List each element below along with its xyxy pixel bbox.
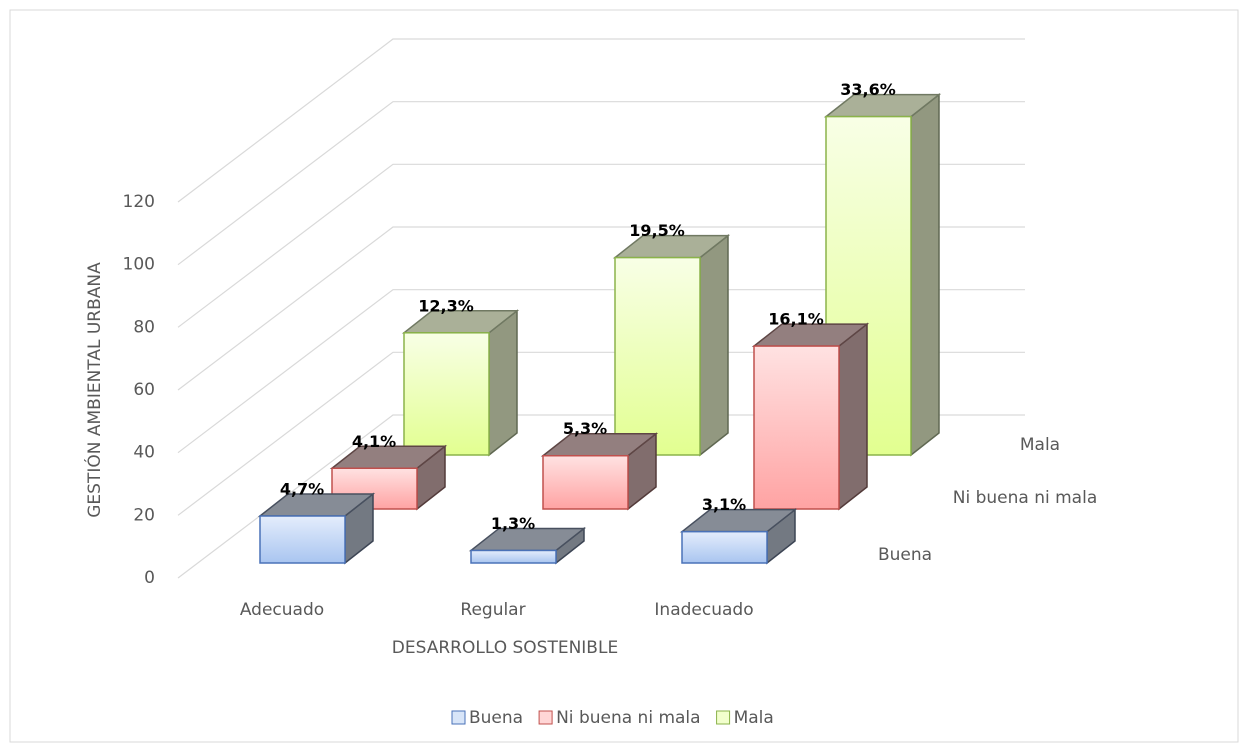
depth-label: Ni buena ni mala bbox=[953, 488, 1097, 508]
legend-swatch bbox=[451, 710, 466, 725]
legend-swatch bbox=[716, 710, 731, 725]
grid-line bbox=[177, 226, 1025, 391]
y-tick-label: 60 bbox=[133, 380, 155, 400]
depth-label: Mala bbox=[1020, 435, 1060, 455]
data-label: 5,3% bbox=[563, 419, 607, 438]
y-tick-label: 80 bbox=[133, 317, 155, 337]
grid-line bbox=[177, 38, 1025, 203]
bar bbox=[403, 332, 490, 456]
x-axis-title: DESARROLLO SOSTENIBLE bbox=[392, 638, 618, 658]
x-tick-label: Regular bbox=[460, 600, 525, 620]
data-label: 16,1% bbox=[768, 310, 824, 329]
data-label: 33,6% bbox=[840, 80, 896, 99]
x-tick-label: Adecuado bbox=[240, 600, 324, 620]
data-label: 4,7% bbox=[280, 480, 324, 499]
grid-line bbox=[177, 289, 1025, 454]
bar bbox=[681, 530, 768, 564]
data-label: 19,5% bbox=[629, 221, 685, 240]
bar bbox=[614, 256, 701, 456]
data-label: 12,3% bbox=[418, 296, 474, 315]
y-tick-label: 20 bbox=[133, 505, 155, 525]
bar bbox=[259, 515, 346, 564]
bar-side bbox=[838, 322, 868, 511]
bar-side bbox=[488, 309, 518, 457]
y-tick-label: 120 bbox=[123, 192, 155, 212]
bar-side bbox=[699, 234, 729, 457]
legend-label: Mala bbox=[734, 708, 774, 728]
data-label: 4,1% bbox=[352, 432, 396, 451]
y-tick-label: 40 bbox=[133, 443, 155, 463]
y-tick-label: 0 bbox=[144, 568, 155, 588]
bar bbox=[542, 454, 629, 510]
bar bbox=[470, 549, 557, 564]
data-label: 3,1% bbox=[702, 495, 746, 514]
y-axis-title: GESTIÓN AMBIENTAL URBANA bbox=[83, 262, 105, 518]
y-tick-label: 100 bbox=[123, 255, 155, 275]
legend-label: Ni buena ni mala bbox=[556, 708, 700, 728]
x-tick-label: Inadecuado bbox=[654, 600, 753, 620]
data-label: 1,3% bbox=[491, 514, 535, 533]
legend-swatch bbox=[538, 710, 553, 725]
bar-side bbox=[910, 93, 940, 457]
grid-line bbox=[177, 101, 1025, 266]
grid-line bbox=[177, 163, 1025, 328]
legend-label: Buena bbox=[469, 708, 523, 728]
depth-label: Buena bbox=[878, 545, 932, 565]
bar bbox=[753, 345, 840, 510]
